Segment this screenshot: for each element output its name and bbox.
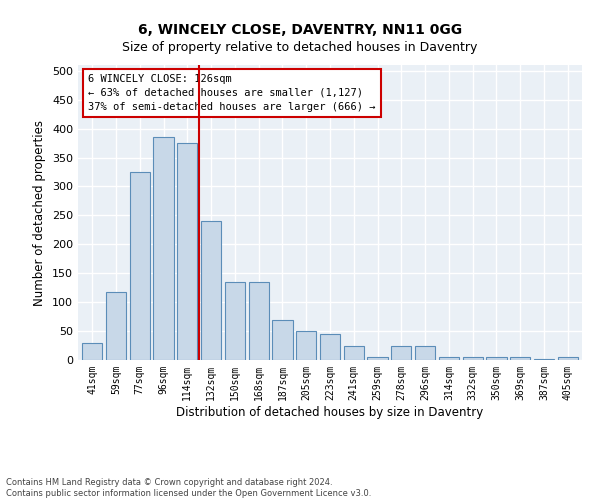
Bar — [82, 342, 103, 360]
Bar — [177, 143, 197, 360]
Y-axis label: Number of detached properties: Number of detached properties — [34, 120, 46, 306]
Text: 6, WINCELY CLOSE, DAVENTRY, NN11 0GG: 6, WINCELY CLOSE, DAVENTRY, NN11 0GG — [138, 22, 462, 36]
Bar — [463, 357, 483, 360]
Bar — [487, 357, 506, 360]
Bar — [272, 320, 293, 360]
Bar — [439, 357, 459, 360]
Bar — [391, 346, 412, 360]
Text: 6 WINCELY CLOSE: 126sqm
← 63% of detached houses are smaller (1,127)
37% of semi: 6 WINCELY CLOSE: 126sqm ← 63% of detache… — [88, 74, 376, 112]
Text: Size of property relative to detached houses in Daventry: Size of property relative to detached ho… — [122, 41, 478, 54]
Bar — [106, 292, 126, 360]
Bar — [154, 138, 173, 360]
Bar — [225, 282, 245, 360]
Bar — [510, 357, 530, 360]
Bar — [248, 282, 269, 360]
Bar — [320, 334, 340, 360]
X-axis label: Distribution of detached houses by size in Daventry: Distribution of detached houses by size … — [176, 406, 484, 418]
Bar — [557, 357, 578, 360]
Bar — [415, 346, 435, 360]
Bar — [130, 172, 150, 360]
Bar — [201, 221, 221, 360]
Bar — [367, 357, 388, 360]
Bar — [534, 359, 554, 360]
Bar — [296, 331, 316, 360]
Bar — [344, 346, 364, 360]
Text: Contains HM Land Registry data © Crown copyright and database right 2024.
Contai: Contains HM Land Registry data © Crown c… — [6, 478, 371, 498]
